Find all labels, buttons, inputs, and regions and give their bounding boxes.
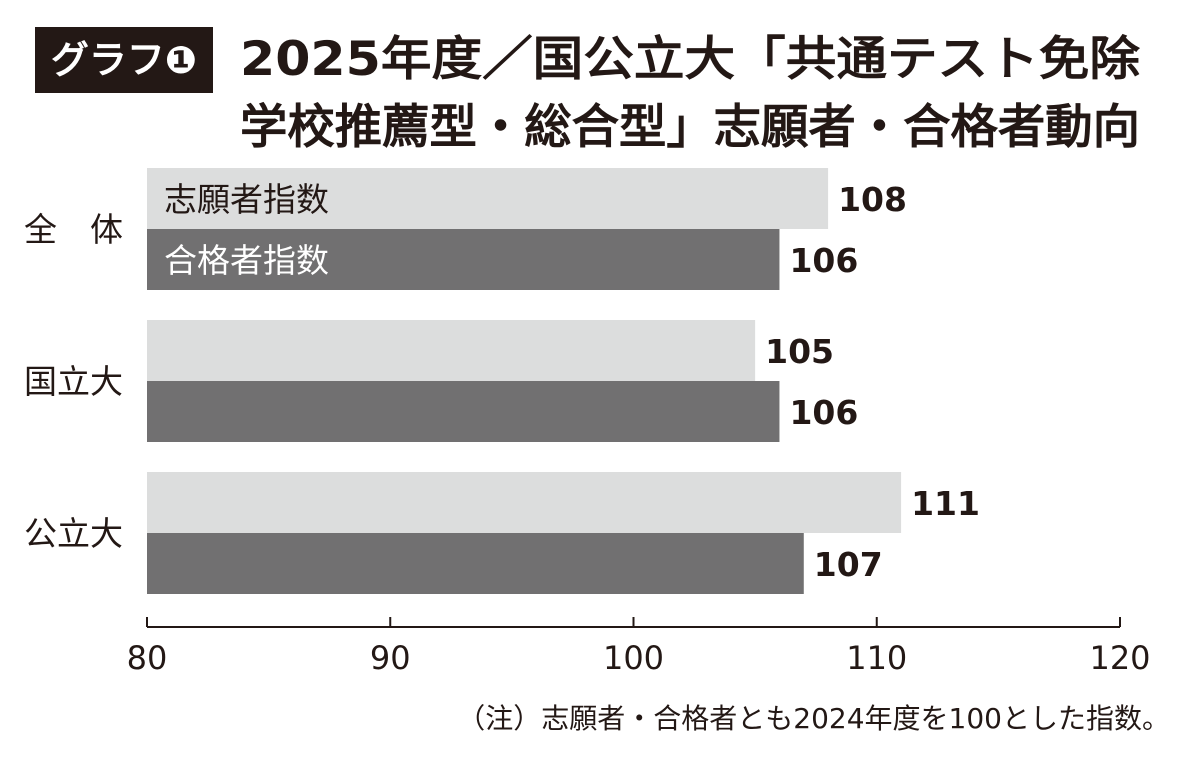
value-label: 108 xyxy=(838,180,907,219)
value-label: 106 xyxy=(789,393,858,432)
passer-bar xyxy=(147,381,780,442)
chart-header: グラフ❶ 2025年度／国公立大「共通テスト免除 学校推薦型・総合型」志願者・合… xyxy=(35,27,1141,155)
value-label: 106 xyxy=(789,241,858,280)
bars-group xyxy=(147,168,902,594)
applicant-bar xyxy=(147,472,902,533)
category-label: 公立大 xyxy=(24,514,123,553)
passer-bar xyxy=(147,229,780,290)
legend-applicant: 志願者指数 xyxy=(164,180,329,219)
chart-badge-background xyxy=(35,27,213,93)
category-label: 国立大 xyxy=(24,362,123,401)
value-label: 111 xyxy=(911,484,980,523)
x-tick-label: 90 xyxy=(370,639,411,677)
chart-note: （注）志願者・合格者とも2024年度を100とした指数。 xyxy=(457,702,1170,735)
chart-badge: グラフ❶ xyxy=(51,38,197,82)
passer-bar xyxy=(147,533,804,594)
chart-title-line-1: 2025年度／国公立大「共通テスト免除 xyxy=(240,32,1141,87)
applicant-bar xyxy=(147,320,756,381)
category-label: 全 体 xyxy=(24,210,123,249)
x-tick-label: 80 xyxy=(127,639,168,677)
x-axis: 80 90 100 110 120 xyxy=(127,617,1151,677)
x-tick-label: 120 xyxy=(1089,639,1150,677)
chart-title-line-2: 学校推薦型・総合型」志願者・合格者動向 xyxy=(240,100,1140,155)
legend-passer: 合格者指数 xyxy=(164,241,329,280)
value-label: 105 xyxy=(765,332,834,371)
x-tick-label: 100 xyxy=(603,639,664,677)
applicant-bar xyxy=(147,168,829,229)
value-label: 107 xyxy=(814,545,883,584)
x-tick-label: 110 xyxy=(846,639,907,677)
